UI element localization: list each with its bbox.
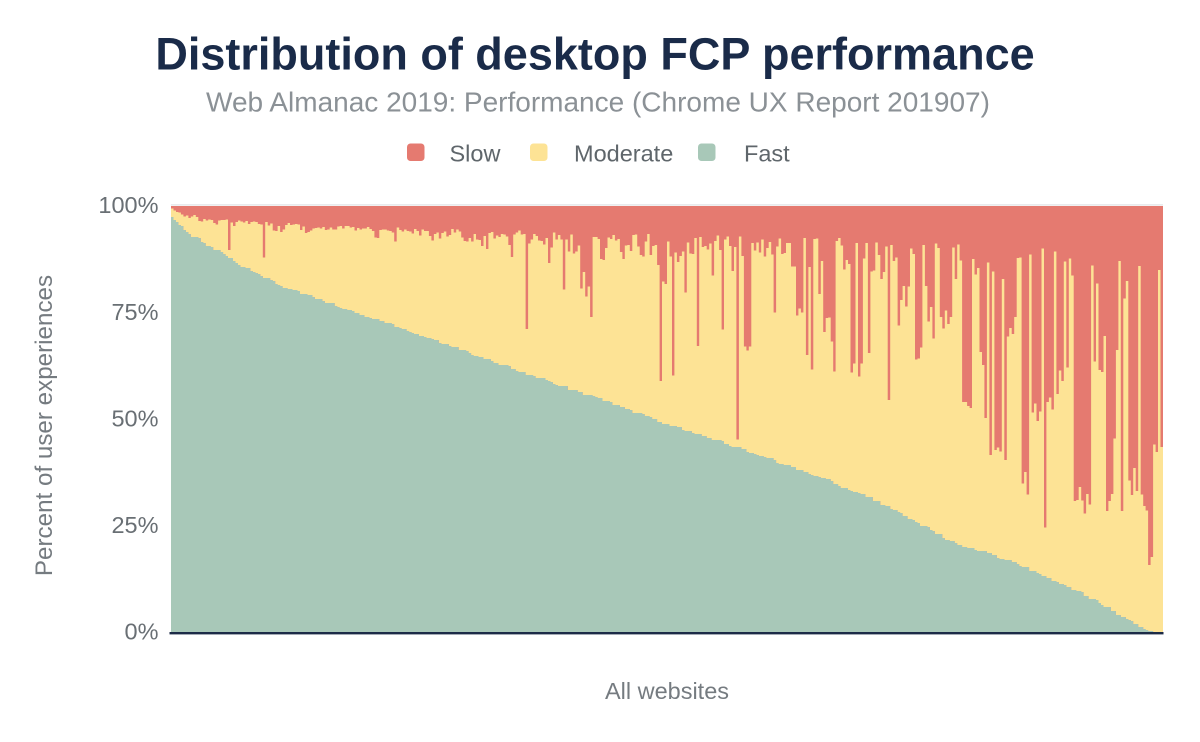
svg-text:0%: 0% [125,619,159,645]
svg-text:All websites: All websites [605,678,729,704]
svg-text:Fast: Fast [744,141,790,167]
svg-text:Moderate: Moderate [574,141,673,167]
svg-text:25%: 25% [111,512,158,538]
svg-text:Percent of user experiences: Percent of user experiences [31,275,58,576]
svg-text:Web Almanac 2019: Performance: Web Almanac 2019: Performance (Chrome UX… [206,87,990,118]
svg-text:100%: 100% [98,192,158,218]
svg-text:Slow: Slow [450,141,502,167]
svg-text:Distribution of desktop FCP pe: Distribution of desktop FCP performance [155,29,1034,80]
svg-text:75%: 75% [111,299,158,325]
svg-text:50%: 50% [111,405,158,431]
